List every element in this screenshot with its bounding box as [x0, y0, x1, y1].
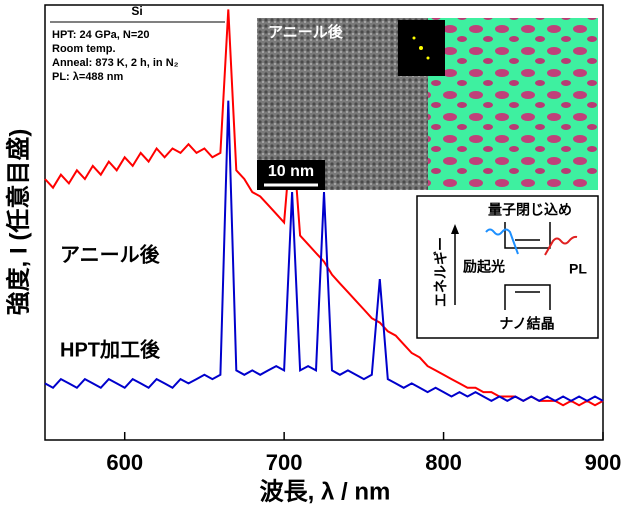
x-axis-label: 波長, λ / nm: [260, 478, 391, 505]
x-tick-label: 600: [106, 450, 143, 475]
diagram-bottom: ナノ結晶: [499, 316, 554, 332]
diagram: 量子閉じ込め エネルギー 励起光 PL ナノ結晶: [417, 196, 598, 338]
info-title: Si: [131, 4, 142, 18]
fft-spot: [413, 37, 416, 40]
series-label: HPT加工後: [60, 337, 161, 361]
diagram-excitation: 励起光: [463, 259, 505, 275]
y-axis-label: 強度, I (任意目盛): [4, 129, 32, 316]
inset-label: アニール後: [268, 23, 344, 41]
color-map: [428, 18, 598, 190]
info-line: Room temp.: [52, 43, 116, 55]
info-box: Si HPT: 24 GPa, N=20 Room temp. Anneal: …: [50, 4, 225, 83]
x-tick-label: 800: [425, 450, 462, 475]
fft-spot: [419, 46, 423, 50]
info-line: HPT: 24 GPa, N=20: [52, 29, 150, 41]
chart: Si HPT: 24 GPa, N=20 Room temp. Anneal: …: [0, 0, 627, 509]
x-tick-label: 700: [266, 450, 303, 475]
diagram-emission: PL: [569, 261, 587, 277]
diagram-top: 量子閉じ込め: [488, 202, 572, 218]
scale-bar-label: 10 nm: [268, 163, 314, 180]
x-tick-label: 900: [585, 450, 622, 475]
info-line: Anneal: 873 K, 2 h, in N₂: [52, 57, 179, 69]
fft-spot: [427, 57, 430, 60]
info-line: PL: λ=488 nm: [52, 71, 123, 83]
series-label: アニール後: [60, 242, 161, 266]
diagram-energy: エネルギー: [433, 237, 449, 307]
